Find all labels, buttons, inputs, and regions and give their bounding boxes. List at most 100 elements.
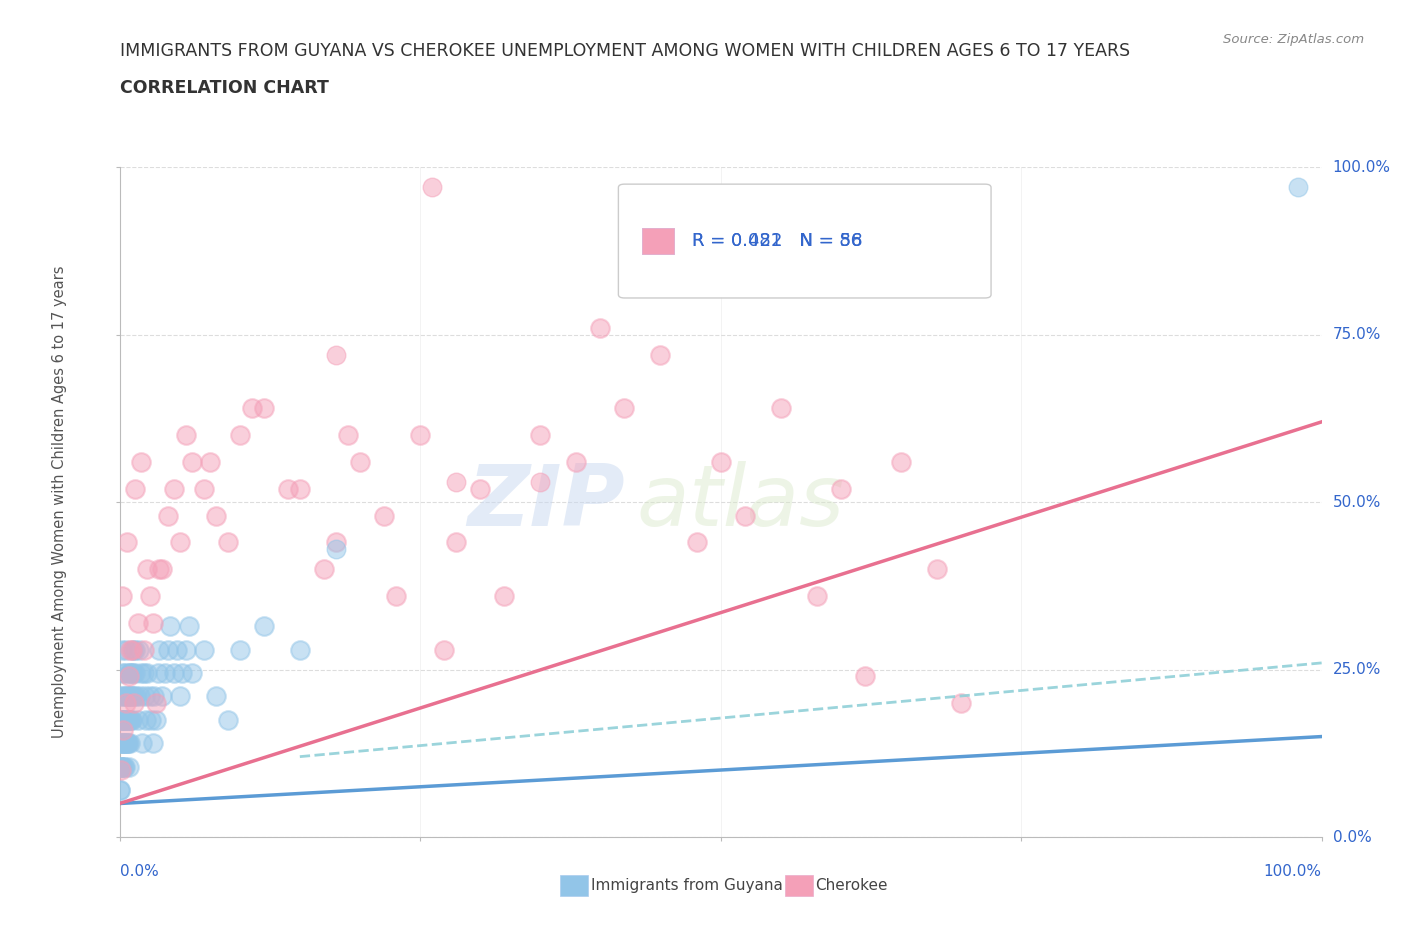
Point [468,482,492,497]
Text: 0.0%: 0.0% [120,864,159,879]
Point [769,401,792,416]
Point [114,736,136,751]
Text: Unemployment Among Women with Children Ages 6 to 17 years: Unemployment Among Women with Children A… [52,266,67,738]
Point [111,589,134,604]
Point [325,348,347,363]
Point [444,535,467,550]
Point [110,783,132,798]
Point [142,736,165,751]
Point [349,455,371,470]
Text: R = 0.081   N = 86: R = 0.081 N = 86 [692,232,862,250]
Point [169,535,191,550]
Point [734,508,756,523]
Point [150,689,173,704]
Point [198,455,221,470]
Point [169,689,191,704]
Point [166,642,188,657]
FancyBboxPatch shape [643,229,675,254]
Point [115,712,138,727]
Text: CORRELATION CHART: CORRELATION CHART [120,79,329,97]
Point [111,736,134,751]
Point [409,428,432,443]
Point [121,642,143,657]
Point [125,689,148,704]
Point [148,642,170,657]
Point [117,736,139,751]
Text: 100.0%: 100.0% [1333,160,1391,175]
Point [112,712,135,727]
Point [179,618,201,633]
Point [120,712,142,727]
Point [115,642,138,657]
Point [949,696,972,711]
Point [138,589,160,604]
Point [110,763,132,777]
Point [204,508,226,523]
Point [117,689,139,704]
Text: Source: ZipAtlas.com: Source: ZipAtlas.com [1223,33,1364,46]
Point [110,712,132,727]
Point [131,736,153,751]
Point [589,321,612,336]
Point [111,736,134,751]
Point [228,642,250,657]
Point [132,666,155,681]
Point [529,474,551,489]
Point [115,712,138,727]
Point [118,712,141,727]
Point [124,482,146,497]
Point [110,736,132,751]
Text: 75.0%: 75.0% [1333,327,1381,342]
Point [111,666,134,681]
Point [122,689,145,704]
Text: ZIP: ZIP [467,460,624,544]
Point [118,712,141,727]
Point [1286,180,1309,195]
Point [613,401,636,416]
Point [143,689,166,704]
Point [120,689,142,704]
Point [121,642,143,657]
Point [115,689,138,704]
Point [217,712,239,727]
Point [128,642,150,657]
Point [124,666,146,681]
Text: atlas: atlas [637,460,845,544]
Point [145,696,167,711]
Point [129,666,152,681]
Point [153,666,176,681]
Point [373,508,395,523]
Point [180,666,202,681]
Point [117,736,139,751]
Point [117,759,139,774]
Point [139,712,162,727]
Point [124,642,146,657]
Point [925,562,948,577]
Text: 100.0%: 100.0% [1264,864,1322,879]
Point [170,666,193,681]
Point [118,666,141,681]
Point [111,759,134,774]
Point [127,712,149,727]
Point [277,482,299,497]
Point [228,428,250,443]
Text: 50.0%: 50.0% [1333,495,1381,510]
Point [114,736,136,751]
FancyBboxPatch shape [643,229,675,254]
Point [114,759,136,774]
Point [121,712,143,727]
Point [114,666,136,681]
Point [288,482,311,497]
Point [162,666,184,681]
Point [127,616,149,631]
Point [112,712,135,727]
Point [111,759,134,774]
Point [156,508,179,523]
Text: Cherokee: Cherokee [815,878,889,893]
Point [650,348,672,363]
Point [121,689,143,704]
Point [110,712,132,727]
FancyBboxPatch shape [619,184,991,298]
Point [150,562,173,577]
Point [136,562,159,577]
